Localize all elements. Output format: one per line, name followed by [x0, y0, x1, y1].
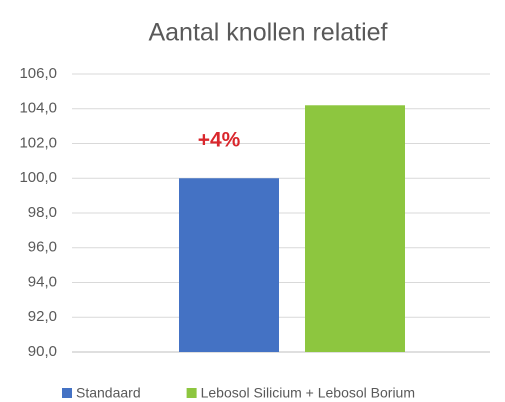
legend-label: Standaard [76, 385, 141, 401]
legend-swatch [62, 388, 72, 398]
y-tick-label: 106,0 [19, 65, 57, 82]
y-tick-label: 104,0 [19, 100, 57, 117]
bar [305, 105, 405, 353]
annotation: +4% [198, 129, 241, 152]
legend-label: Lebosol Silicium + Lebosol Borium [201, 385, 415, 401]
legend-swatch [186, 388, 197, 398]
y-tick-label: 100,0 [19, 169, 57, 186]
y-tick-label: 98,0 [28, 204, 57, 221]
bar [179, 178, 279, 352]
chart-title: Aantal knollen relatief [148, 19, 387, 47]
y-tick-label: 102,0 [19, 134, 57, 151]
y-tick-label: 92,0 [28, 308, 57, 325]
y-tick-label: 90,0 [28, 343, 57, 360]
y-tick-label: 94,0 [28, 273, 57, 290]
y-tick-label: 96,0 [28, 239, 57, 256]
